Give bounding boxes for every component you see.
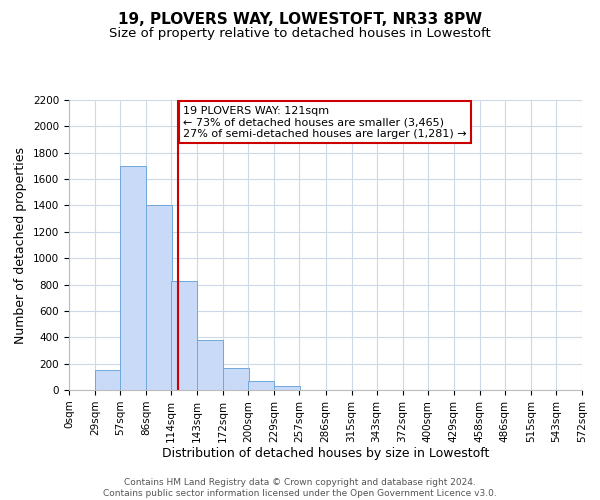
Bar [120, 166, 146, 390]
Bar [146, 206, 172, 390]
Y-axis label: Number of detached properties: Number of detached properties [14, 146, 28, 344]
Bar [274, 386, 301, 390]
Text: 19, PLOVERS WAY, LOWESTOFT, NR33 8PW: 19, PLOVERS WAY, LOWESTOFT, NR33 8PW [118, 12, 482, 28]
Bar [171, 280, 197, 390]
Bar [248, 382, 274, 390]
Bar [197, 340, 223, 390]
Text: Size of property relative to detached houses in Lowestoft: Size of property relative to detached ho… [109, 28, 491, 40]
Bar [95, 370, 121, 390]
Bar [223, 368, 249, 390]
Text: 19 PLOVERS WAY: 121sqm
← 73% of detached houses are smaller (3,465)
27% of semi-: 19 PLOVERS WAY: 121sqm ← 73% of detached… [183, 106, 467, 139]
Text: Contains HM Land Registry data © Crown copyright and database right 2024.
Contai: Contains HM Land Registry data © Crown c… [103, 478, 497, 498]
X-axis label: Distribution of detached houses by size in Lowestoft: Distribution of detached houses by size … [162, 448, 489, 460]
